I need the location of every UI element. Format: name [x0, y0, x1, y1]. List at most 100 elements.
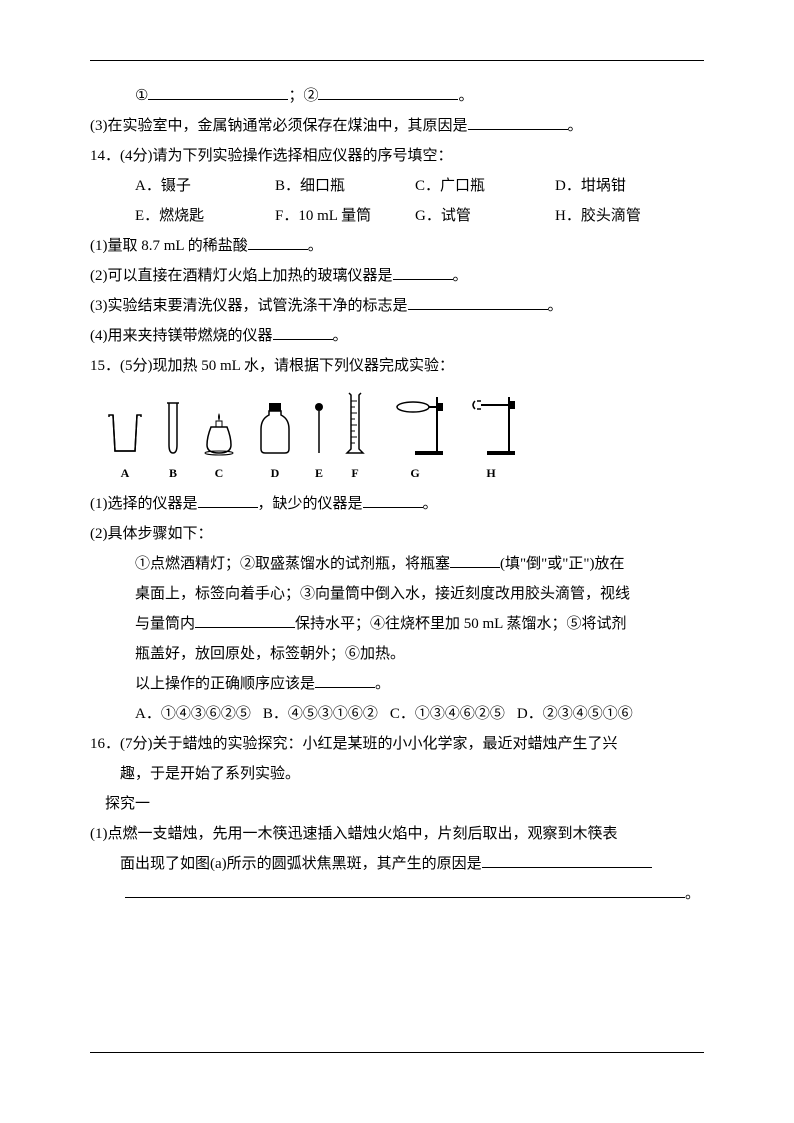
q14-options-row2: E．燃烧匙 F．10 mL 量筒 G．试管 H．胶头滴管: [90, 201, 704, 231]
equip-e: E: [313, 401, 325, 485]
text: ；②: [288, 88, 318, 104]
cylinder-icon: [343, 391, 367, 457]
blank: [318, 84, 458, 101]
text: (1)量取 8.7 mL 的稀盐酸: [90, 238, 248, 254]
test-tube-icon: [163, 401, 183, 457]
q15-opts: A．①④③⑥②⑤ B．④⑤③①⑥② C．①③④⑥②⑤ D．②③④⑤①⑥: [90, 699, 704, 729]
text: (4)用来夹持镁带燃烧的仪器: [90, 328, 273, 344]
text: 15．(5分)现加热 50 mL 水，请根据下列仪器完成实验：: [90, 358, 454, 374]
equip-f: F: [343, 391, 367, 485]
equip-a: A: [105, 409, 145, 485]
q14-3: (3)实验结束要清洗仪器，试管洗涤干净的标志是 。: [90, 291, 704, 321]
text: 16．(7分)关于蜡烛的实验探究：小红是某班的小小化学家，最近对蜡烛产生了兴: [90, 736, 618, 752]
equip-g: G: [385, 393, 445, 485]
blank: [195, 612, 295, 629]
text: 。: [423, 496, 438, 512]
q15-step-d: 瓶盖好，放回原处，标签朝外；⑥加热。: [90, 639, 704, 669]
q14-options-row1: A．镊子 B．细口瓶 C．广口瓶 D．坩埚钳: [90, 171, 704, 201]
q14-head: 14．(4分)请为下列实验操作选择相应仪器的序号填空：: [90, 141, 704, 171]
blank: [148, 84, 288, 101]
text: 。: [308, 238, 323, 254]
blank: [408, 294, 548, 311]
blank: [125, 882, 685, 899]
opt-a: A．①④③⑥②⑤: [135, 699, 251, 729]
content-area: ①；②。 (3)在实验室中，金属钠通常必须保存在煤油中，其原因是。 14．(4分…: [90, 81, 704, 909]
horizontal-rule-bottom: [90, 1052, 704, 1053]
q16-tan: 探究一: [90, 789, 704, 819]
q3-line: (3)在实验室中，金属钠通常必须保存在煤油中，其原因是 。: [90, 111, 704, 141]
q15-step-b: 桌面上，标签向着手心；③向量筒中倒入水，接近刻度改用胶头滴管，视线: [90, 579, 704, 609]
blank: [468, 114, 568, 131]
text: (1)点燃一支蜡烛，先用一木筷迅速插入蜡烛火焰中，片刻后取出，观察到木筷表: [90, 826, 618, 842]
text: 趣，于是开始了系列实验。: [120, 766, 300, 782]
text: 面出现了如图(a)所示的圆弧状焦黑斑，其产生的原因是: [120, 856, 482, 872]
text: (填"倒"或"正")放在: [500, 556, 624, 572]
text: (2)具体步骤如下：: [90, 526, 213, 542]
text: 。: [458, 88, 473, 104]
blank: [315, 672, 375, 689]
text: ①: [135, 88, 148, 104]
opt-f: F．10 mL 量筒: [275, 201, 375, 231]
label-d: D: [271, 461, 280, 485]
q16-head: 16．(7分)关于蜡烛的实验探究：小红是某班的小小化学家，最近对蜡烛产生了兴: [90, 729, 704, 759]
q16-1b: 面出现了如图(a)所示的圆弧状焦黑斑，其产生的原因是: [90, 849, 704, 879]
blank: [248, 234, 308, 251]
q15-step-a: ①点燃酒精灯；②取盛蒸馏水的试剂瓶，将瓶塞 (填"倒"或"正")放在: [90, 549, 704, 579]
text: 14．(4分)请为下列实验操作选择相应仪器的序号填空：: [90, 148, 453, 164]
iron-stand-clamp-icon: [463, 393, 519, 457]
text: 。: [685, 886, 700, 902]
equip-c: C: [201, 409, 237, 485]
text: 桌面上，标签向着手心；③向量筒中倒入水，接近刻度改用胶头滴管，视线: [135, 586, 630, 602]
text: 保持水平；④往烧杯里加 50 mL 蒸馏水；⑤将试剂: [295, 616, 627, 632]
horizontal-rule-top: [90, 60, 704, 61]
match-icon: [313, 401, 325, 457]
opt-d: D．②③④⑤①⑥: [517, 699, 633, 729]
opt-g: G．试管: [415, 201, 515, 231]
blank: [363, 492, 423, 509]
text: 。: [333, 328, 348, 344]
beaker-icon: [105, 409, 145, 457]
bottle-icon: [255, 401, 295, 457]
text: 。: [453, 268, 468, 284]
text: 瓶盖好，放回原处，标签朝外；⑥加热。: [135, 646, 405, 662]
q15-2: (2)具体步骤如下：: [90, 519, 704, 549]
q15-step-c: 与量筒内 保持水平；④往烧杯里加 50 mL 蒸馏水；⑤将试剂: [90, 609, 704, 639]
q16-head2: 趣，于是开始了系列实验。: [90, 759, 704, 789]
text: 。: [375, 676, 390, 692]
equipment-row: A B C D: [90, 381, 704, 489]
text: ①点燃酒精灯；②取盛蒸馏水的试剂瓶，将瓶塞: [135, 556, 450, 572]
line-circled-blanks: ① ；② 。: [90, 81, 704, 111]
label-c: C: [215, 461, 224, 485]
q15-1: (1)选择的仪器是，缺少的仪器是。: [90, 489, 704, 519]
text: 以上操作的正确顺序应该是: [135, 676, 315, 692]
q15-head: 15．(5分)现加热 50 mL 水，请根据下列仪器完成实验：: [90, 351, 704, 381]
equip-h: H: [463, 393, 519, 485]
label-b: B: [169, 461, 177, 485]
q15-order: 以上操作的正确顺序应该是 。: [90, 669, 704, 699]
q14-2: (2)可以直接在酒精灯火焰上加热的玻璃仪器是。: [90, 261, 704, 291]
text: 。: [548, 298, 563, 314]
q14-4: (4)用来夹持镁带燃烧的仪器 。: [90, 321, 704, 351]
opt-c: C．广口瓶: [415, 171, 515, 201]
equip-d: D: [255, 401, 295, 485]
text: (3)在实验室中，金属钠通常必须保存在煤油中，其原因是: [90, 118, 468, 134]
q16-1a: (1)点燃一支蜡烛，先用一木筷迅速插入蜡烛火焰中，片刻后取出，观察到木筷表: [90, 819, 704, 849]
opt-d: D．坩埚钳: [555, 171, 655, 201]
label-g: G: [410, 461, 419, 485]
blank: [482, 852, 652, 869]
iron-stand-ring-icon: [385, 393, 445, 457]
text: 与量筒内: [135, 616, 195, 632]
opt-b: B．④⑤③①⑥②: [263, 699, 378, 729]
opt-b: B．细口瓶: [275, 171, 375, 201]
alcohol-lamp-icon: [201, 409, 237, 457]
label-f: F: [351, 461, 358, 485]
label-e: E: [315, 461, 323, 485]
opt-a: A．镊子: [135, 171, 235, 201]
label-a: A: [121, 461, 130, 485]
text: 。: [568, 118, 583, 134]
blank: [273, 324, 333, 341]
text: 探究一: [105, 796, 150, 812]
equip-b: B: [163, 401, 183, 485]
text: (3)实验结束要清洗仪器，试管洗涤干净的标志是: [90, 298, 408, 314]
label-h: H: [486, 461, 495, 485]
